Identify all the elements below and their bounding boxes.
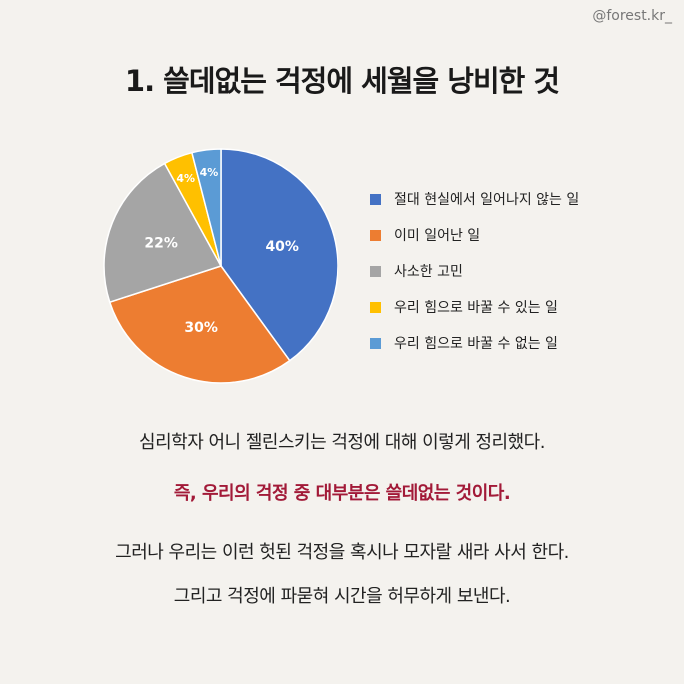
body-line-1: 심리학자 어니 젤린스키는 걱정에 대해 이렇게 정리했다. <box>139 432 545 453</box>
legend-item-1: 이미 일어난 일 <box>370 217 579 253</box>
account-handle: @forest.kr_ <box>592 8 672 24</box>
body-line-highlight: 즉, 우리의 걱정 중 대부분은 쓸데없는 것이다. <box>173 483 511 504</box>
legend-swatch <box>370 193 381 205</box>
legend-swatch <box>370 301 381 313</box>
legend-label: 절대 현실에서 일어나지 않는 일 <box>394 192 580 208</box>
body-line-3: 그러나 우리는 이런 헛된 걱정을 혹시나 모자랄 새라 사서 한다. <box>115 542 569 563</box>
legend-label: 우리 힘으로 바꿀 수 없는 일 <box>394 336 558 352</box>
legend-swatch <box>370 337 381 349</box>
legend-swatch <box>370 265 381 277</box>
pie-slice-4 <box>190 148 222 267</box>
pie-chart: 40% 30% 22% 4% 4% <box>103 148 338 384</box>
legend-item-4: 우리 힘으로 바꿀 수 없는 일 <box>370 325 579 361</box>
legend-label: 사소한 고민 <box>394 264 463 280</box>
pie-slice-1 <box>108 265 291 384</box>
body-line-4: 그리고 걱정에 파묻혀 시간을 허무하게 보낸다. <box>173 586 511 607</box>
pie-slice-2 <box>103 162 223 304</box>
legend-label: 이미 일어난 일 <box>394 228 481 244</box>
pie-label-0: 40% <box>265 239 299 255</box>
legend-swatch <box>370 229 381 241</box>
page-title: 1. 쓸데없는 걱정에 세월을 낭비한 것 <box>124 64 560 98</box>
pie-slice-0 <box>220 148 338 362</box>
legend-label: 우리 힘으로 바꿀 수 있는 일 <box>394 300 558 316</box>
legend-item-0: 절대 현실에서 일어나지 않는 일 <box>370 181 579 217</box>
legend-item-3: 우리 힘으로 바꿀 수 있는 일 <box>370 289 579 325</box>
pie-label-3: 4% <box>176 172 195 185</box>
pie-label-4: 4% <box>200 166 219 179</box>
pie-label-2: 22% <box>144 235 178 251</box>
pie-label-1: 30% <box>184 320 218 336</box>
legend-item-2: 사소한 고민 <box>370 253 579 289</box>
